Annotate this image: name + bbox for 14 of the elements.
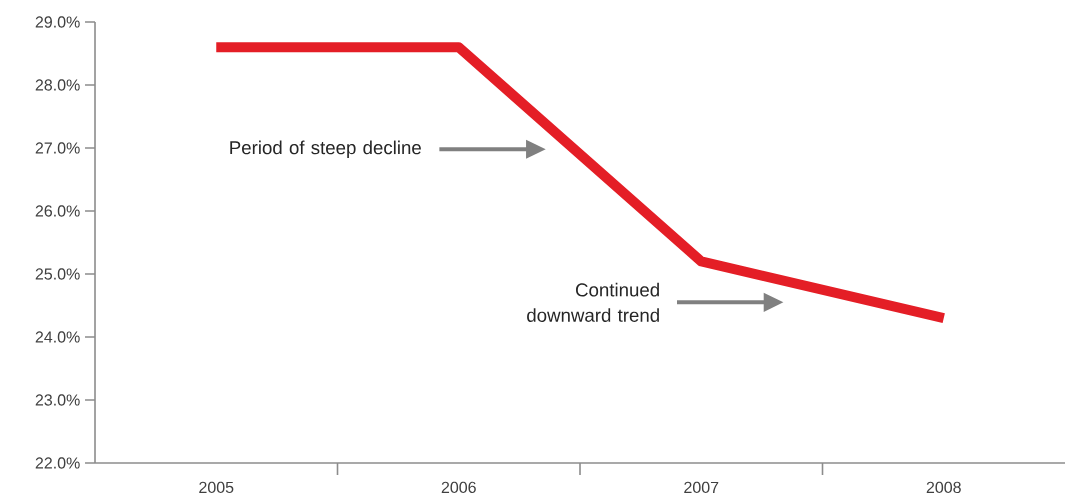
x-tick-label: 2008	[926, 481, 961, 494]
y-tick-label: 22.0%	[35, 457, 80, 469]
y-tick-label: 25.0%	[35, 268, 80, 280]
y-tick-label: 26.0%	[35, 205, 80, 217]
x-tick-label: 2007	[684, 481, 719, 494]
y-tick-label: 24.0%	[35, 331, 80, 343]
y-tick-label: 29.0%	[35, 16, 80, 28]
annotation: Period of steep decline	[230, 140, 421, 158]
annotation: Continued downward trend	[527, 282, 659, 322]
y-tick-label: 27.0%	[35, 142, 80, 154]
y-tick-label: 28.0%	[35, 79, 80, 91]
x-tick-label: 2006	[441, 481, 476, 494]
y-tick-label: 23.0%	[35, 394, 80, 406]
x-tick-label: 2005	[199, 481, 234, 494]
